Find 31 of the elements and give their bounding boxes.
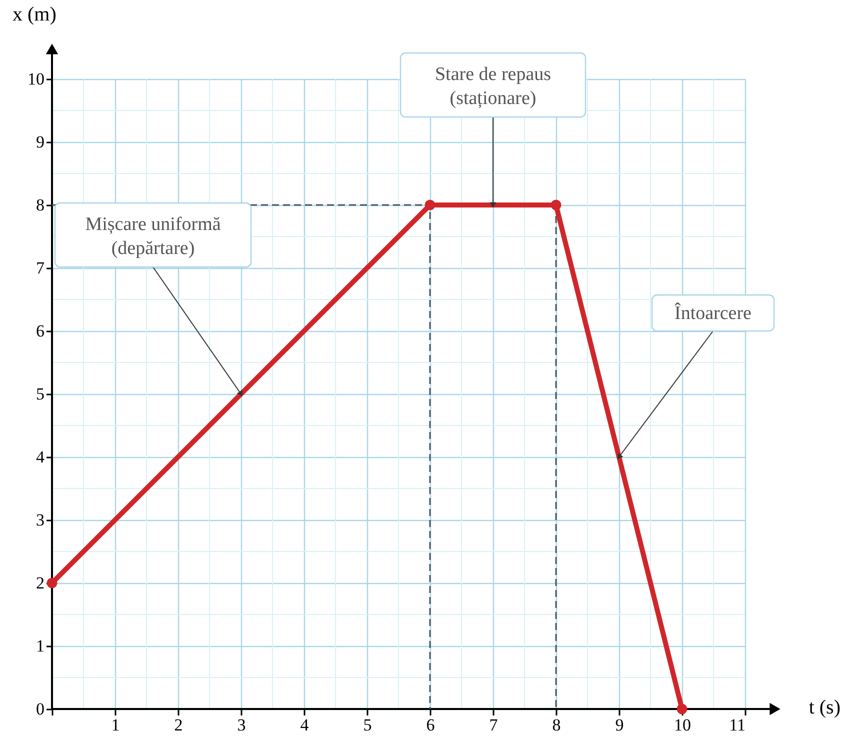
point bbox=[46, 578, 58, 588]
x-tick-label: 1 bbox=[111, 716, 120, 734]
y-tick-label: 0 bbox=[36, 700, 44, 718]
x-tick-label: 3 bbox=[237, 716, 246, 734]
x-tick-label: 10 bbox=[674, 716, 691, 734]
y-tick-label: 8 bbox=[36, 196, 44, 214]
y-tick-label: 6 bbox=[36, 322, 44, 340]
y-tick-label: 2 bbox=[36, 574, 44, 592]
annotation: Stare de repaus (staționare) bbox=[434, 64, 552, 109]
point bbox=[676, 704, 688, 714]
x-tick-label: 7 bbox=[489, 716, 498, 734]
y-tick-label: 9 bbox=[36, 132, 44, 152]
x-tick-label: 4 bbox=[300, 716, 310, 734]
y-axis-title: x (m) bbox=[12, 4, 56, 26]
annotation: Întoarcere bbox=[674, 302, 752, 324]
annotation: Mișcare uniformă (depărtare) bbox=[85, 214, 222, 259]
y-tick-label: 4 bbox=[36, 448, 45, 466]
x-tick-label: 2 bbox=[174, 716, 183, 734]
x-tick-label: 8 bbox=[552, 716, 561, 734]
y-tick-label: 3 bbox=[36, 510, 44, 530]
x-tick-label: 11 bbox=[729, 716, 746, 734]
y-tick-label: 7 bbox=[36, 258, 45, 278]
point bbox=[424, 200, 436, 210]
x-axis-title: t (s) bbox=[808, 696, 840, 718]
point bbox=[550, 200, 562, 210]
y-tick-label: 5 bbox=[36, 384, 44, 404]
y-tick-label: 1 bbox=[36, 636, 44, 656]
x-tick-label: 5 bbox=[363, 716, 372, 734]
x-tick-label: 9 bbox=[615, 716, 624, 734]
x-tick-label: 6 bbox=[426, 716, 435, 734]
y-tick-label: 10 bbox=[28, 70, 44, 88]
